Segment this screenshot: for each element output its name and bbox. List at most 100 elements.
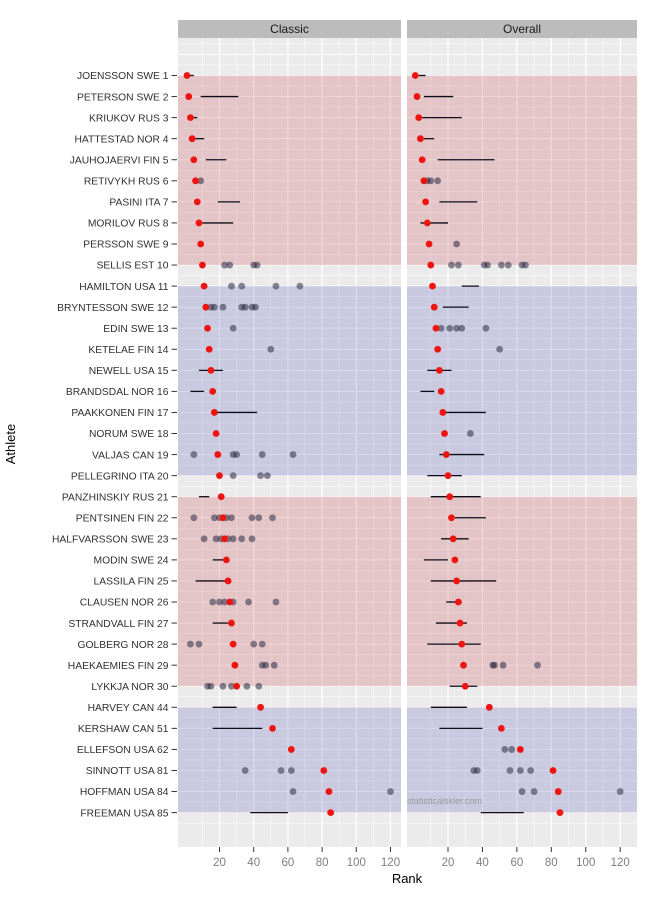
result-dot: [229, 324, 237, 332]
median-rank-dot: [221, 535, 229, 543]
group-band: [407, 75, 637, 266]
result-dot: [527, 767, 535, 774]
result-dot: [497, 261, 505, 269]
median-rank-dot: [418, 156, 426, 164]
median-rank-dot: [187, 114, 194, 122]
result-dot: [197, 177, 205, 185]
median-rank-dot: [327, 809, 335, 816]
facet-strip: [407, 20, 637, 38]
x-tick-label: 100: [347, 857, 366, 869]
median-rank-dot: [197, 240, 205, 248]
median-rank-dot: [212, 430, 220, 437]
result-dot: [221, 261, 229, 269]
result-dot: [270, 661, 278, 669]
result-dot: [241, 767, 249, 774]
result-dot: [257, 472, 264, 480]
athlete-label: SELLIS EST 10: [97, 261, 169, 272]
median-rank-dot: [219, 514, 227, 522]
result-dot: [446, 324, 454, 332]
athlete-label: HAEKAEMIES FIN 29: [68, 661, 169, 672]
median-rank-dot: [214, 451, 222, 458]
median-rank-dot: [427, 261, 435, 269]
panel-background: [407, 38, 637, 847]
median-rank-dot: [193, 198, 201, 206]
group-band: [407, 286, 637, 476]
layer-facet-strips: [178, 20, 637, 38]
athlete-label: STRANDVALL FIN 27: [68, 619, 168, 630]
result-dot: [195, 640, 203, 648]
result-dot: [228, 282, 235, 290]
median-rank-dot: [233, 682, 241, 690]
result-dot: [506, 767, 514, 774]
athlete-label: GOLBERG NOR 28: [78, 640, 169, 651]
group-band: [178, 707, 401, 813]
result-dot: [228, 682, 235, 690]
x-tick-label: 20: [442, 857, 455, 869]
athlete-label: NEWELL USA 15: [89, 366, 169, 377]
result-dot: [190, 451, 198, 458]
x-tick-label: 60: [282, 857, 295, 869]
result-dot: [252, 303, 259, 311]
result-dot: [387, 788, 394, 795]
athlete-label: EDIN SWE 13: [103, 324, 169, 335]
athlete-label: NORUM SWE 18: [89, 429, 169, 440]
result-dot: [269, 514, 276, 522]
athlete-label: VALJAS CAN 19: [92, 450, 169, 461]
group-band: [178, 75, 401, 266]
generated-plot-layers: 20 40 60 80 100 120 20 40 60 80 100 120 JOENSSON SWE…: [52, 20, 637, 869]
median-rank-dot: [202, 303, 210, 311]
result-dot: [466, 430, 474, 437]
result-dot: [187, 640, 194, 648]
result-dot: [289, 451, 297, 458]
median-rank-dot: [420, 177, 428, 185]
athlete-label: HATTESTAD NOR 4: [74, 134, 168, 145]
median-rank-dot: [199, 261, 206, 269]
athlete-label: LASSILA FIN 25: [94, 577, 169, 588]
median-rank-dot: [415, 114, 423, 122]
result-dot: [534, 661, 541, 669]
group-band: [178, 286, 401, 476]
median-rank-dot: [439, 409, 447, 416]
result-dot: [484, 261, 492, 269]
result-dot: [516, 767, 524, 774]
panel-background: [178, 38, 401, 847]
group-band: [178, 496, 401, 687]
layer-gridlines: [178, 38, 637, 847]
median-rank-dot: [444, 472, 452, 480]
result-dot: [473, 767, 481, 774]
median-rank-dot: [325, 788, 333, 795]
x-tick-label: 80: [316, 857, 329, 869]
result-dot: [238, 282, 246, 290]
result-dot: [207, 682, 215, 690]
median-rank-dot: [497, 724, 505, 732]
median-rank-dot: [446, 493, 454, 501]
x-tick-label: 60: [510, 857, 523, 869]
x-tick-label: 120: [381, 857, 400, 869]
result-dot: [221, 598, 229, 606]
median-rank-dot: [269, 724, 276, 732]
median-rank-dot: [185, 93, 193, 100]
median-rank-dot: [228, 619, 235, 627]
median-rank-dot: [430, 303, 438, 311]
result-dot: [287, 767, 295, 774]
x-tick-label: 20: [213, 857, 226, 869]
group-band: [407, 496, 637, 687]
median-rank-dot: [204, 324, 211, 332]
layer-panel-bg: [178, 38, 637, 847]
median-rank-dot: [435, 366, 443, 374]
result-dot: [238, 535, 246, 543]
median-rank-dot: [485, 703, 493, 711]
result-dot: [263, 472, 271, 480]
median-rank-dot: [231, 661, 239, 669]
athlete-label: HALFVARSSON SWE 23: [52, 535, 169, 546]
median-rank-dot: [449, 535, 457, 543]
result-dot: [243, 682, 251, 690]
result-dot: [272, 598, 280, 606]
result-dot: [458, 324, 466, 332]
result-dot: [296, 282, 304, 290]
result-dot: [482, 324, 490, 332]
median-rank-dot: [222, 556, 230, 564]
median-rank-dot: [209, 388, 217, 395]
